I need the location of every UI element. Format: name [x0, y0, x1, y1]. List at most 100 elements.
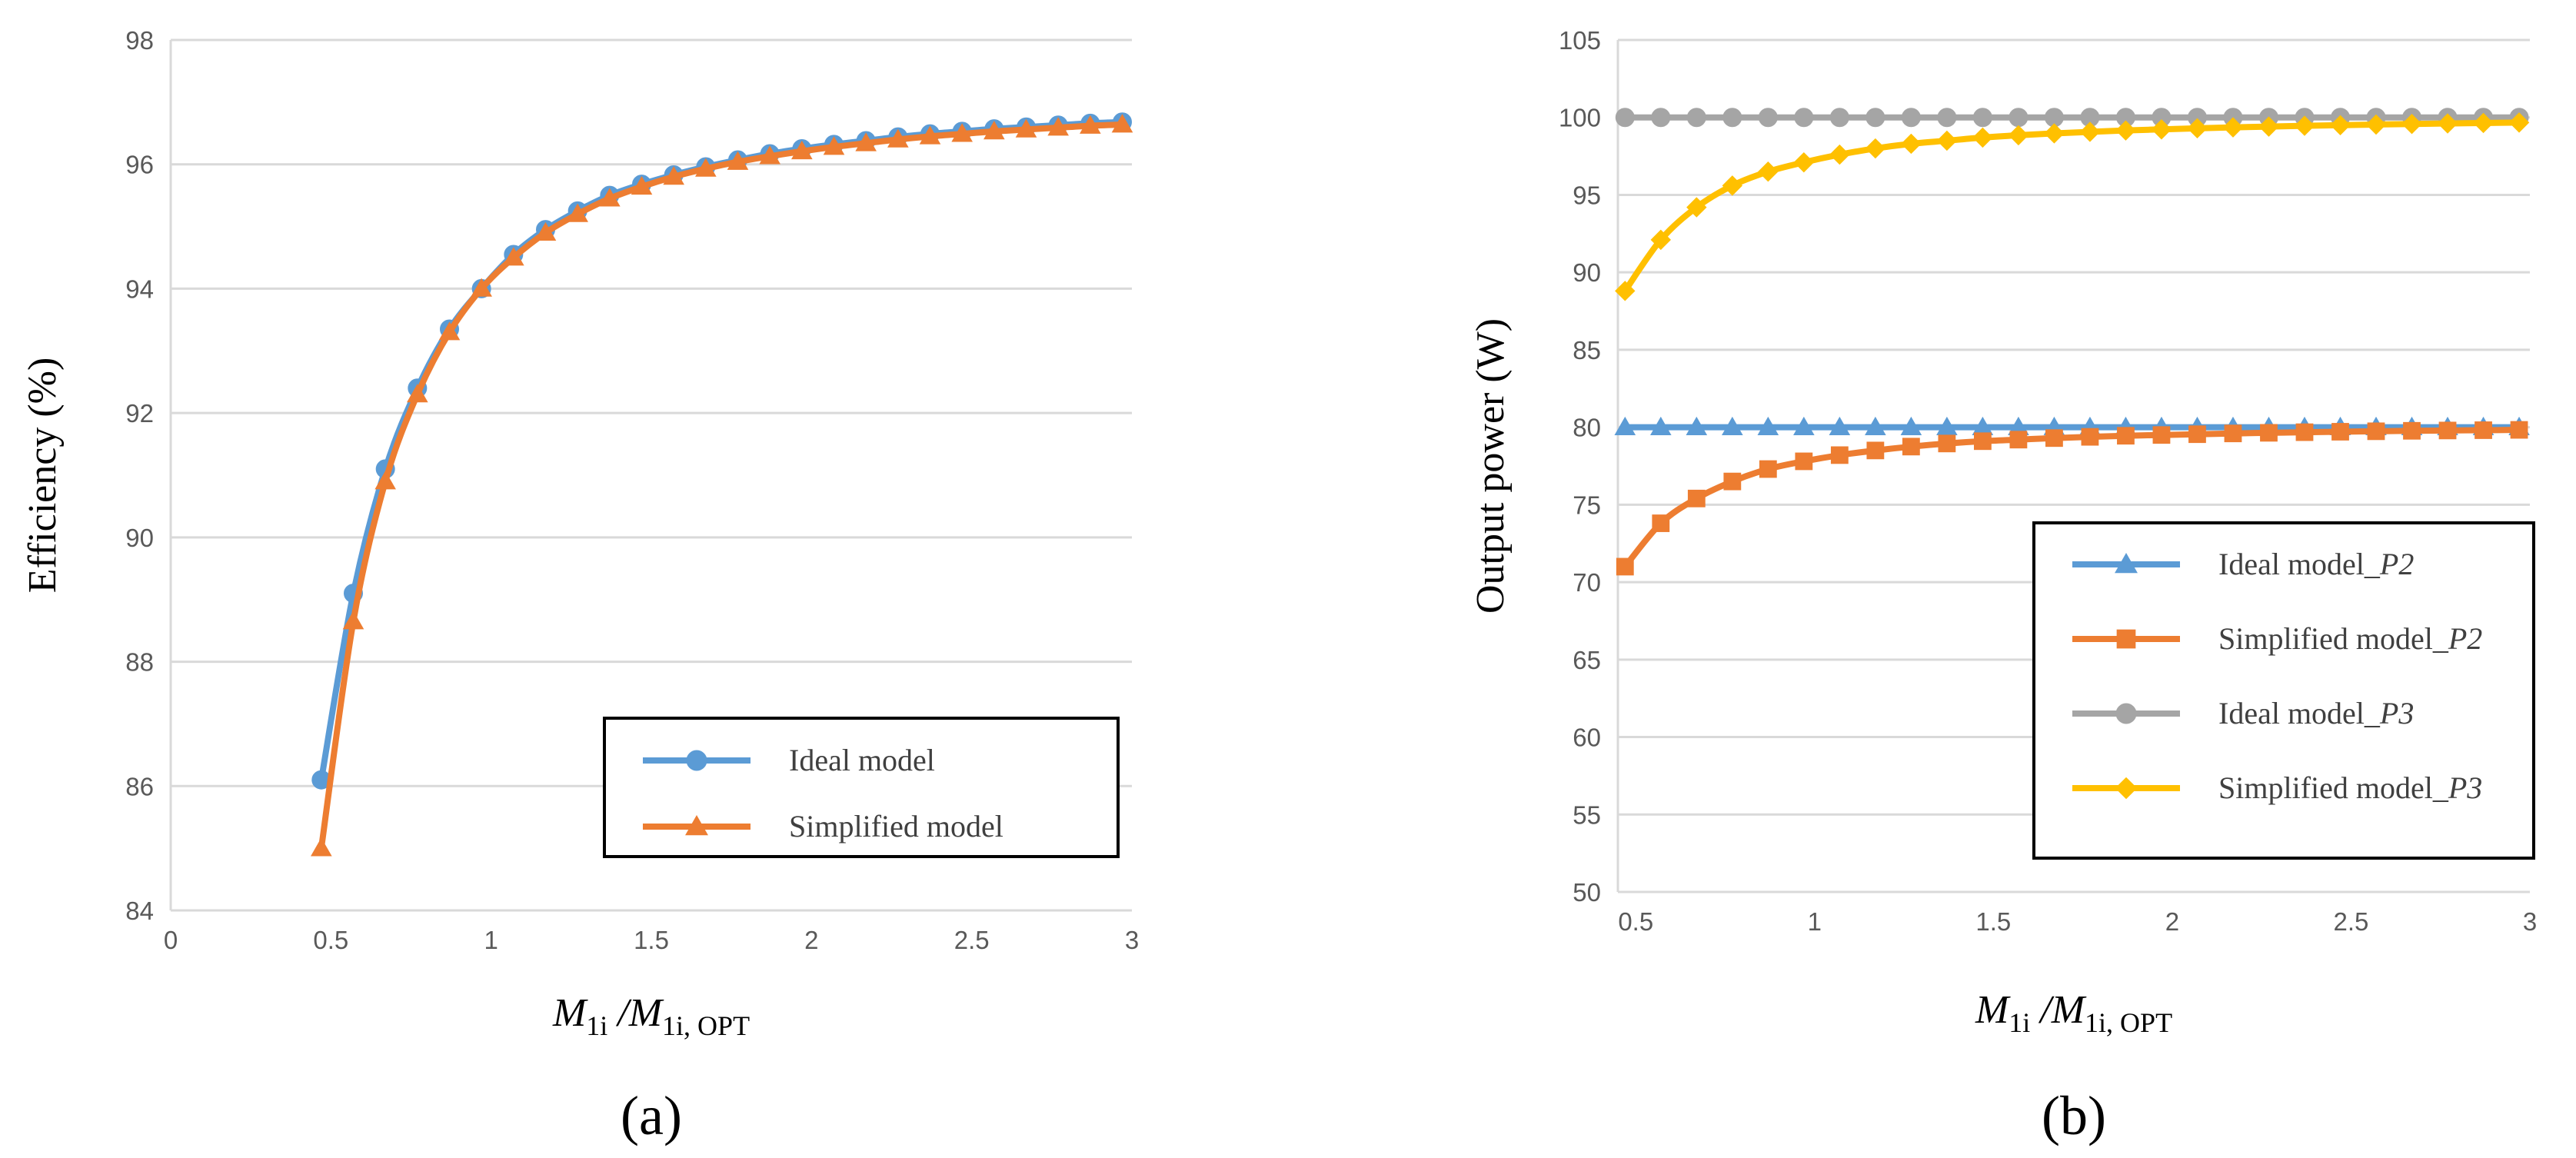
- data-point: [1902, 438, 1920, 456]
- series-line: [318, 121, 1123, 849]
- series-b-1: [1616, 421, 2528, 576]
- data-point: [1829, 108, 1849, 128]
- data-point: [1865, 416, 1886, 435]
- data-point: [2365, 114, 2387, 135]
- data-point: [2403, 421, 2421, 440]
- y-tick-label: 60: [1573, 724, 1601, 752]
- data-point: [2187, 118, 2208, 139]
- data-point: [1866, 441, 1885, 460]
- series-b-3: [1615, 112, 2530, 301]
- data-point: [1972, 108, 1992, 128]
- legend-box: [2032, 521, 2535, 860]
- data-point: [2044, 123, 2065, 144]
- data-point: [663, 166, 684, 185]
- data-point: [2258, 116, 2279, 137]
- data-point: [1972, 416, 1994, 435]
- data-point: [1614, 416, 1636, 435]
- y-tick-label: 94: [125, 275, 154, 303]
- data-point: [438, 321, 461, 341]
- data-point: [342, 611, 364, 630]
- y-tick-label: 84: [125, 897, 154, 925]
- legend-marker: [2115, 553, 2138, 574]
- x-tick-label: 1.5: [1975, 907, 2011, 936]
- y-tick-label: 55: [1573, 800, 1601, 829]
- data-point: [1722, 416, 1743, 435]
- data-point: [791, 140, 813, 160]
- data-point: [2294, 115, 2315, 136]
- data-point: [599, 188, 621, 207]
- data-point: [2295, 423, 2314, 441]
- data-point: [1793, 151, 1815, 173]
- data-point: [374, 471, 396, 490]
- y-tick-label: 70: [1573, 568, 1601, 597]
- data-point: [2081, 428, 2099, 446]
- data-point: [759, 145, 780, 165]
- series-a-1: [311, 114, 1133, 857]
- data-point: [1651, 108, 1671, 128]
- data-point: [1616, 557, 1634, 576]
- data-point: [471, 278, 492, 297]
- data-point: [1111, 114, 1133, 133]
- x-tick-label: 3: [2523, 907, 2537, 936]
- x-tick-label: 0.5: [1618, 907, 1653, 936]
- data-point: [2152, 426, 2171, 444]
- data-point: [1829, 144, 1850, 165]
- data-point: [1757, 416, 1779, 435]
- data-point: [1865, 108, 1885, 128]
- data-point: [567, 203, 588, 222]
- x-tick-label: 2: [2165, 907, 2179, 936]
- data-point: [631, 176, 653, 195]
- data-point: [1901, 108, 1921, 128]
- data-point: [1615, 108, 1635, 128]
- legend-marker: [2115, 703, 2137, 724]
- data-point: [1794, 108, 1814, 128]
- data-point: [2367, 422, 2385, 441]
- y-tick-label: 86: [125, 772, 154, 800]
- legend-entry-label: Ideal model: [789, 743, 935, 777]
- data-point: [1759, 460, 1777, 478]
- data-point: [1652, 514, 1670, 532]
- data-point: [2224, 424, 2242, 443]
- data-point: [1938, 434, 1956, 453]
- data-point: [1830, 446, 1849, 464]
- data-point: [1650, 416, 1672, 435]
- y-axis-label: Output power (W): [1469, 318, 1513, 614]
- data-point: [951, 123, 973, 142]
- x-tick-label: 1: [484, 926, 498, 954]
- series-line: [1622, 119, 2520, 293]
- data-point: [1901, 133, 1922, 155]
- legend: Ideal model Simplified model: [603, 717, 1120, 858]
- data-point: [503, 247, 524, 266]
- data-point: [695, 158, 717, 177]
- chart-a: 84 86 88 90 92 94 96 98 0 0.5 1 1.5 2 2.5 3 Efficiency …: [21, 26, 1139, 1146]
- x-tick-label: 1.5: [634, 926, 669, 954]
- y-tick-label: 98: [125, 26, 154, 55]
- y-tick-label: 88: [125, 648, 154, 677]
- legend-entry-label: Ideal model_P3: [2218, 696, 2414, 730]
- data-point: [1687, 489, 1706, 507]
- x-tick-label: 2.5: [2334, 907, 2369, 936]
- panel-label: (a): [621, 1085, 682, 1146]
- x-tick-label: 1: [1808, 907, 1822, 936]
- legend-marker: [685, 815, 708, 836]
- data-point: [2008, 125, 2029, 146]
- data-point: [1937, 108, 1957, 128]
- data-point: [2009, 108, 2029, 128]
- data-point: [2222, 117, 2244, 138]
- x-tick-label: 3: [1125, 926, 1139, 954]
- data-point: [1722, 175, 1743, 196]
- legend-entry-label: Simplified model_P3: [2218, 770, 2482, 805]
- data-point: [2117, 427, 2135, 445]
- legend-entry-label: Simplified model: [789, 809, 1003, 844]
- y-axis-label: Efficiency (%): [21, 358, 65, 594]
- y-tick-label: 105: [1559, 26, 1601, 55]
- data-point: [2045, 429, 2063, 448]
- data-point: [2188, 425, 2206, 444]
- series-a-0: [311, 112, 1132, 790]
- data-point: [1936, 416, 1958, 435]
- data-point: [1793, 416, 1815, 435]
- x-tick-label: 0: [164, 926, 178, 954]
- data-point: [1015, 118, 1037, 138]
- data-point: [2330, 115, 2351, 135]
- data-point: [2008, 416, 2029, 435]
